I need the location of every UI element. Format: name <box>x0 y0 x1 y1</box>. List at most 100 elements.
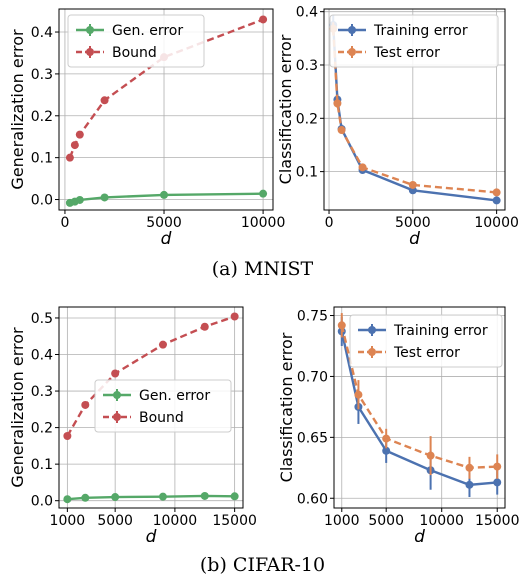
data-point <box>100 96 109 105</box>
y-tick-label: 0.4 <box>296 5 318 21</box>
legend-marker <box>86 26 94 34</box>
chart-cifar_cls: 1000 5000 10000 15000 0.60 0.65 0.70 0.75 d Class… <box>277 306 520 547</box>
y-tick-label: 0.2 <box>296 111 318 127</box>
data-point <box>382 446 391 455</box>
legend-label: Bound <box>112 45 157 61</box>
y-tick-label: 0.3 <box>296 58 318 74</box>
data-point <box>158 340 167 349</box>
y-tick-label: 0.2 <box>31 421 53 437</box>
data-point <box>333 99 342 108</box>
legend-marker <box>86 48 94 56</box>
axes-frame <box>58 306 244 509</box>
y-tick-label: 0.1 <box>31 151 53 167</box>
data-point <box>100 193 109 202</box>
x-tick-label: 5000 <box>146 215 182 231</box>
chart-mnist_gen: 0 5000 10000 0.0 0.1 0.2 0.3 0.4 d Generalization… <box>8 8 286 249</box>
data-point <box>63 495 72 504</box>
data-point <box>160 190 169 199</box>
legend-marker <box>368 348 376 356</box>
data-point <box>259 15 268 24</box>
chart-mnist_cls: 0 5000 10000 0.1 0.2 0.3 0.4 d Classification er… <box>276 5 519 249</box>
caption-mnist: (a) MNIST <box>211 258 314 280</box>
y-tick-label: 0.1 <box>296 165 318 181</box>
x-tick-label: 10000 <box>474 215 519 231</box>
x-tick-label: 0 <box>60 215 69 231</box>
y-tick-label: 0.2 <box>31 109 53 125</box>
data-point <box>354 390 363 399</box>
data-point <box>337 321 346 330</box>
legend-label: Test error <box>393 345 460 361</box>
legend-marker <box>348 48 356 56</box>
chart-cifar_gen: 1000 5000 10000 15000 0.0 0.1 0.2 0.3 0.4 0.5 d Gen… <box>8 306 257 547</box>
data-point <box>70 141 79 150</box>
data-point <box>81 493 90 502</box>
legend: Training error Test error <box>349 314 503 368</box>
x-tick-label: 1000 <box>324 513 360 529</box>
data-point <box>426 451 435 460</box>
data-point <box>230 492 239 501</box>
axes-frame <box>323 8 506 211</box>
x-tick-label: 10000 <box>241 215 286 231</box>
data-point <box>492 188 501 197</box>
x-axis-label: d <box>414 527 425 547</box>
x-axis-label: d <box>409 229 420 249</box>
y-axis-label: Generalization error <box>8 29 27 190</box>
legend-label: Gen. error <box>112 23 183 39</box>
caption-cifar: (b) CIFAR-10 <box>199 554 326 576</box>
legend-label: Training error <box>393 323 488 339</box>
data-point <box>200 322 209 331</box>
x-tick-label: 10000 <box>153 513 198 529</box>
data-point <box>259 189 268 198</box>
data-point <box>65 153 74 162</box>
x-tick-label: 5000 <box>97 513 133 529</box>
legend-box <box>67 14 205 68</box>
y-tick-label: 0.70 <box>297 369 328 385</box>
data-point <box>408 180 417 189</box>
data-point <box>111 493 120 502</box>
legend-box <box>349 314 503 368</box>
series-line <box>67 494 235 501</box>
y-tick-label: 0.5 <box>31 311 53 327</box>
y-tick-label: 0.4 <box>31 25 53 41</box>
y-tick-label: 0.65 <box>297 430 328 446</box>
y-axis-label: Classification error <box>276 34 295 184</box>
legend-box <box>94 379 232 433</box>
x-tick-label: 15000 <box>475 513 520 529</box>
legend-label: Training error <box>373 23 468 39</box>
legend-label: Test error <box>373 45 440 61</box>
series-line <box>340 324 498 470</box>
axes-frame <box>333 306 506 509</box>
data-point <box>493 478 502 487</box>
legend-marker <box>368 326 376 334</box>
y-tick-label: 0.0 <box>31 494 53 510</box>
data-point <box>382 434 391 443</box>
data-point <box>230 312 239 321</box>
x-tick-label: 5000 <box>395 215 431 231</box>
x-tick-label: 15000 <box>212 513 257 529</box>
y-tick-label: 0.3 <box>31 67 53 83</box>
legend-marker <box>113 391 121 399</box>
legend: Gen. error Bound <box>94 379 232 433</box>
x-tick-label: 5000 <box>368 513 404 529</box>
data-point <box>81 400 90 409</box>
y-tick-label: 0.60 <box>297 491 328 507</box>
legend-label: Gen. error <box>139 388 210 404</box>
y-tick-label: 0.75 <box>297 309 328 325</box>
legend: Training error Test error <box>329 14 499 68</box>
y-tick-label: 0.3 <box>31 384 53 400</box>
x-tick-label: 1000 <box>50 513 86 529</box>
y-tick-label: 0.1 <box>31 457 53 473</box>
legend-marker <box>113 413 121 421</box>
legend-marker <box>348 26 356 34</box>
data-point <box>75 130 84 139</box>
data-point <box>75 195 84 204</box>
data-point <box>465 480 474 489</box>
data-point <box>158 492 167 501</box>
data-point <box>111 369 120 378</box>
y-axis-label: Generalization error <box>8 327 27 488</box>
legend: Gen. error Bound <box>67 14 205 68</box>
data-point <box>465 463 474 472</box>
y-axis-label: Classification error <box>277 332 296 482</box>
data-point <box>358 163 367 172</box>
